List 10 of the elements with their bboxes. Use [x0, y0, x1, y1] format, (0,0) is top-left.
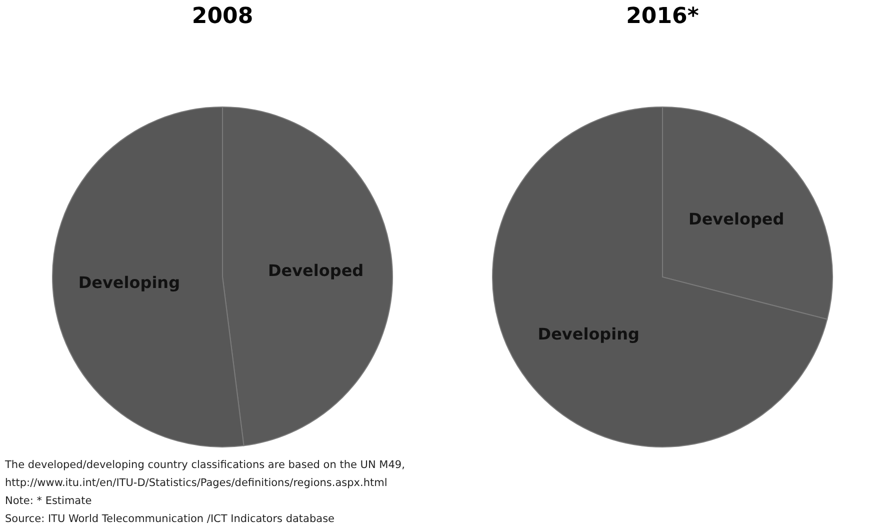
text: Note: * Estimate: [5, 495, 92, 507]
slice-label: Developing: [538, 324, 640, 344]
text: http://www.itu.int/en/ITU-D/Statistics/Pages/definitions/regions.aspx.html: [5, 477, 388, 489]
slice-label: Developed: [688, 210, 784, 229]
source-note: Source: ITU World Telecommunication /ICT Indicators database: [5, 513, 335, 525]
slice-label: Developing: [78, 272, 180, 292]
slice-label: Developed: [268, 261, 364, 280]
chart-title: 2016*: [626, 4, 700, 29]
text: The developed/developing country classifications are based on the UN M49,: [4, 459, 405, 471]
chart-title: 2008: [192, 4, 254, 29]
